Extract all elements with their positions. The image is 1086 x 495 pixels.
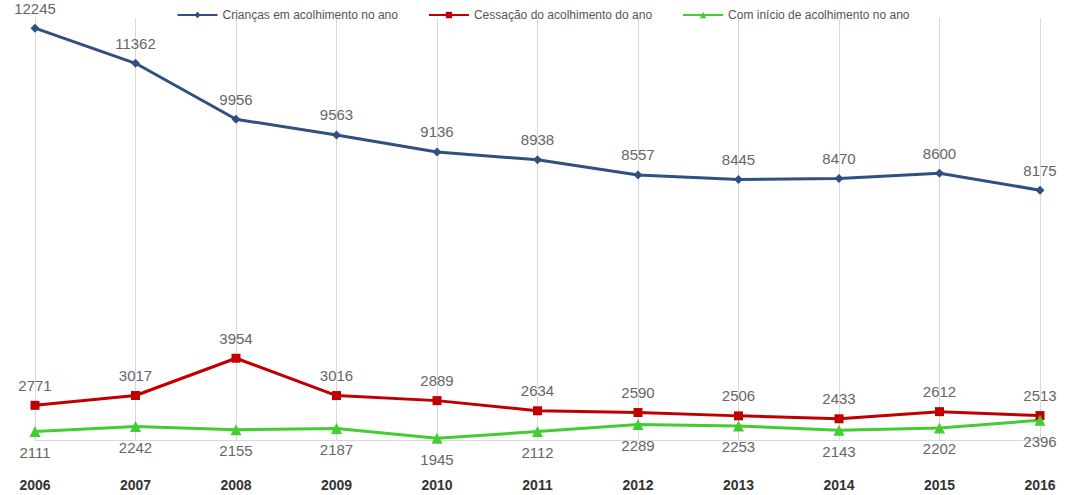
svg-text:12245: 12245 (14, 0, 56, 17)
svg-text:2889: 2889 (420, 372, 453, 389)
svg-text:2155: 2155 (219, 442, 252, 459)
svg-text:2010: 2010 (421, 477, 452, 493)
svg-text:2289: 2289 (621, 437, 654, 454)
svg-text:3954: 3954 (219, 330, 252, 347)
svg-text:2612: 2612 (923, 383, 956, 400)
svg-text:9563: 9563 (320, 106, 353, 123)
svg-text:9956: 9956 (219, 91, 252, 108)
svg-text:2202: 2202 (923, 440, 956, 457)
svg-text:11362: 11362 (115, 35, 156, 52)
svg-text:2590: 2590 (621, 384, 654, 401)
svg-text:3016: 3016 (320, 367, 353, 384)
svg-text:Crianças em acolhimento no ano: Crianças em acolhimento no ano (223, 8, 399, 22)
svg-text:2008: 2008 (220, 477, 251, 493)
svg-text:2007: 2007 (120, 477, 151, 493)
svg-text:2011: 2011 (522, 477, 553, 493)
svg-text:8445: 8445 (722, 151, 755, 168)
svg-text:2112: 2112 (521, 444, 553, 461)
svg-text:2111: 2111 (19, 444, 50, 461)
svg-text:8938: 8938 (521, 131, 554, 148)
svg-text:2143: 2143 (822, 443, 855, 460)
svg-text:Cessação do acolhimento do ano: Cessação do acolhimento do ano (474, 8, 652, 22)
svg-text:2016: 2016 (1024, 477, 1055, 493)
svg-text:2187: 2187 (320, 441, 353, 458)
svg-text:2396: 2396 (1023, 433, 1056, 450)
svg-text:2014: 2014 (823, 477, 854, 493)
svg-text:8470: 8470 (822, 150, 855, 167)
svg-text:2242: 2242 (119, 439, 152, 456)
svg-text:Com início de acolhimento no a: Com início de acolhimento no ano (728, 8, 910, 22)
svg-text:2009: 2009 (321, 477, 352, 493)
svg-text:2506: 2506 (722, 387, 755, 404)
svg-text:2771: 2771 (18, 377, 51, 394)
svg-text:2015: 2015 (924, 477, 955, 493)
svg-text:8600: 8600 (923, 145, 956, 162)
svg-text:2006: 2006 (19, 477, 50, 493)
svg-text:9136: 9136 (420, 123, 453, 140)
svg-text:2012: 2012 (622, 477, 653, 493)
svg-text:2433: 2433 (822, 390, 855, 407)
svg-text:3017: 3017 (119, 367, 152, 384)
svg-text:2513: 2513 (1023, 387, 1056, 404)
svg-text:2013: 2013 (723, 477, 754, 493)
svg-text:1945: 1945 (420, 451, 453, 468)
svg-text:2253: 2253 (722, 438, 755, 455)
svg-text:8557: 8557 (621, 146, 654, 163)
svg-text:8175: 8175 (1023, 162, 1056, 179)
svg-text:2634: 2634 (521, 382, 554, 399)
